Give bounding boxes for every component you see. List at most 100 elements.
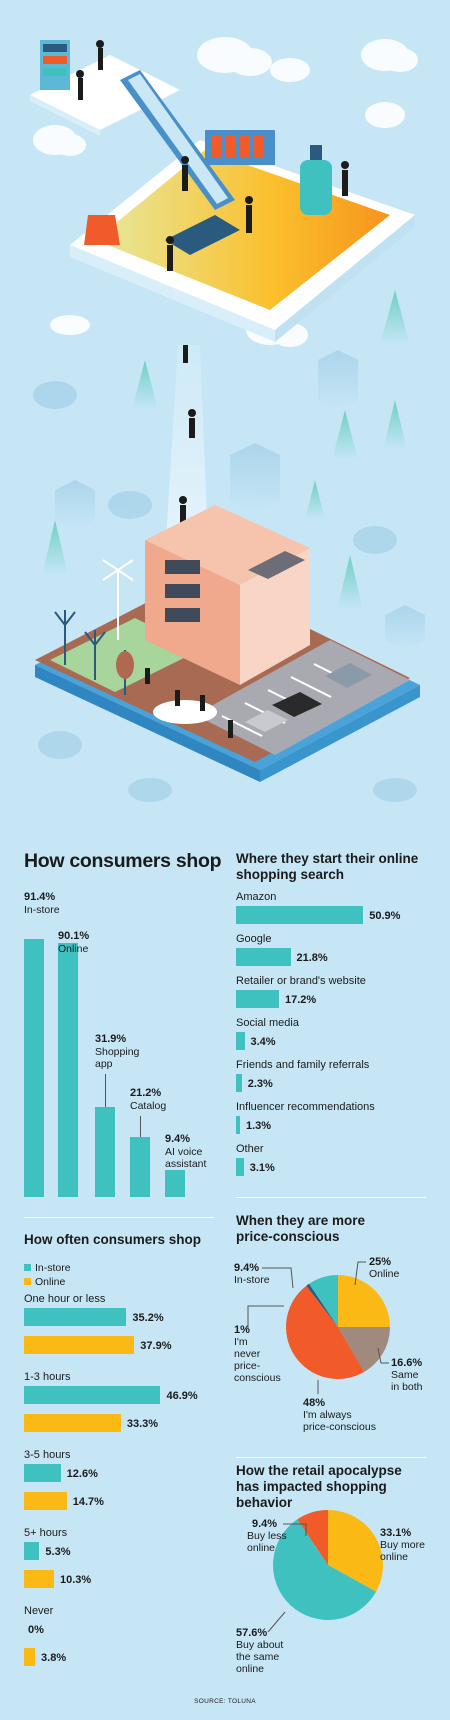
- how-often-value: 0%: [28, 1624, 44, 1636]
- consumers-shop-bar: [130, 1137, 150, 1197]
- how-often-label: Never: [24, 1605, 54, 1617]
- start-search-bar: [236, 948, 291, 966]
- price-conscious-label: I'm always: [303, 1409, 352, 1421]
- price-conscious-slice: [338, 1327, 390, 1372]
- how-often-label: One hour or less: [24, 1293, 106, 1305]
- start-search-value: 3.1%: [249, 1162, 275, 1174]
- price-conscious-value: 48%: [303, 1397, 325, 1409]
- start-search-value: 1.3%: [246, 1120, 272, 1132]
- consumers-shop-label: Catalog: [130, 1100, 167, 1112]
- price-conscious-title: When they are more price-conscious: [236, 1213, 366, 1244]
- price-conscious-leader: [354, 1261, 366, 1286]
- consumers-shop-value: 31.9%: [95, 1033, 127, 1045]
- how-often-value: 14.7%: [72, 1496, 104, 1508]
- start-search-label: Influencer recommendations: [236, 1101, 375, 1113]
- legend-label-in-store: In-store: [35, 1262, 71, 1274]
- price-conscious-value: 9.4%: [234, 1262, 259, 1274]
- consumers-shop-bar: [58, 942, 78, 1197]
- price-conscious-label: Online: [369, 1268, 400, 1280]
- start-search-bar: [236, 990, 279, 1008]
- consumers-shop-leader: [140, 1116, 141, 1138]
- divider-right-1: [236, 1197, 426, 1198]
- start-search-bar: [236, 1032, 245, 1050]
- retail-apocalypse-label: online: [380, 1551, 408, 1563]
- start-search-bar: [236, 906, 364, 924]
- price-conscious-leader: [247, 1305, 284, 1329]
- legend-label-online: Online: [35, 1276, 66, 1288]
- price-conscious-slice: [309, 1275, 338, 1327]
- price-conscious-leader: [262, 1267, 294, 1289]
- price-conscious-label: I'm: [234, 1336, 248, 1348]
- price-conscious-value: 25%: [369, 1256, 391, 1268]
- start-search-value: 21.8%: [296, 952, 328, 964]
- how-often-title: How often consumers shop: [24, 1232, 202, 1247]
- how-often-bar: [24, 1308, 127, 1326]
- legend-in-store: In-store: [24, 1262, 71, 1274]
- start-search-bar: [236, 1074, 242, 1092]
- retail-apocalypse-label: online: [247, 1542, 275, 1554]
- price-conscious-label: never: [234, 1348, 261, 1360]
- start-search-bar: [236, 1116, 240, 1134]
- price-conscious-label: In-store: [234, 1274, 270, 1286]
- consumers-shop-label: In-store: [24, 904, 60, 916]
- how-often-bar: [24, 1386, 161, 1404]
- retail-apocalypse-value: 9.4%: [252, 1518, 277, 1530]
- start-search-label: Other: [236, 1143, 264, 1155]
- how-often-label: 1-3 hours: [24, 1371, 71, 1383]
- consumers-shop-leader: [105, 1074, 106, 1108]
- start-search-bar: [236, 1158, 244, 1176]
- start-search-label: Social media: [236, 1017, 299, 1029]
- legend-swatch-online: [24, 1278, 31, 1285]
- start-search-label: Amazon: [236, 891, 277, 903]
- start-search-value: 2.3%: [247, 1078, 273, 1090]
- price-conscious-label: in both: [391, 1381, 423, 1393]
- legend-swatch-in-store: [24, 1264, 31, 1271]
- price-conscious-label: price-: [234, 1360, 261, 1372]
- consumers-shop-label: AI voice: [165, 1146, 203, 1158]
- price-conscious-label: conscious: [234, 1372, 281, 1384]
- consumers-shop-label: Shopping: [95, 1046, 140, 1058]
- divider-right-2: [236, 1457, 426, 1458]
- how-often-bar: [24, 1464, 61, 1482]
- consumers-shop-value: 9.4%: [165, 1133, 191, 1145]
- price-conscious-leader: [377, 1347, 389, 1364]
- retail-apocalypse-value: 57.6%: [236, 1627, 267, 1639]
- how-often-value: 46.9%: [166, 1390, 198, 1402]
- how-often-bar: [24, 1542, 40, 1560]
- how-often-value: 10.3%: [59, 1574, 92, 1586]
- retail-apocalypse-slice: [272, 1519, 377, 1621]
- isometric-retail-illustration: [30, 37, 425, 802]
- how-often-label: 3-5 hours: [24, 1449, 71, 1461]
- start-search-title: Where they start their online shopping s…: [236, 851, 419, 882]
- consumers-shop-bar: [24, 939, 44, 1197]
- price-conscious-value: 16.6%: [391, 1357, 422, 1369]
- how-often-bar: [24, 1414, 121, 1432]
- how-often-bar: [24, 1570, 54, 1588]
- consumers-shop-value: 91.4%: [24, 891, 56, 903]
- consumers-shop-bar: [165, 1170, 185, 1197]
- retail-apocalypse-label: Buy less: [247, 1530, 287, 1542]
- how-often-label: 5+ hours: [24, 1527, 68, 1539]
- start-search-label: Friends and family referrals: [236, 1059, 370, 1071]
- consumers-shop-label: assistant: [165, 1158, 207, 1170]
- how-often-bar: [24, 1336, 135, 1354]
- price-conscious-label: price-conscious: [303, 1421, 376, 1433]
- start-search-label: Google: [236, 933, 272, 945]
- start-search-label: Retailer or brand's website: [236, 975, 366, 987]
- start-search-value: 50.9%: [369, 910, 401, 922]
- how-often-bar: [24, 1648, 36, 1666]
- price-conscious-slice: [286, 1285, 365, 1379]
- retail-apocalypse-slice: [297, 1510, 328, 1565]
- how-often-value: 33.3%: [126, 1418, 159, 1430]
- retail-apocalypse-leader: [267, 1611, 286, 1633]
- price-conscious-slice: [306, 1283, 338, 1327]
- retail-apocalypse-leader: [283, 1523, 307, 1536]
- how-often-value: 37.9%: [140, 1340, 172, 1352]
- retail-apocalypse-label: the same: [236, 1651, 279, 1663]
- consumers-shop-label: Online: [58, 943, 89, 955]
- price-conscious-slice: [338, 1275, 390, 1327]
- how-often-value: 35.2%: [132, 1312, 164, 1324]
- start-search-value: 17.2%: [285, 994, 317, 1006]
- retail-apocalypse-label: online: [236, 1663, 264, 1675]
- consumers-shop-value: 21.2%: [130, 1087, 162, 1099]
